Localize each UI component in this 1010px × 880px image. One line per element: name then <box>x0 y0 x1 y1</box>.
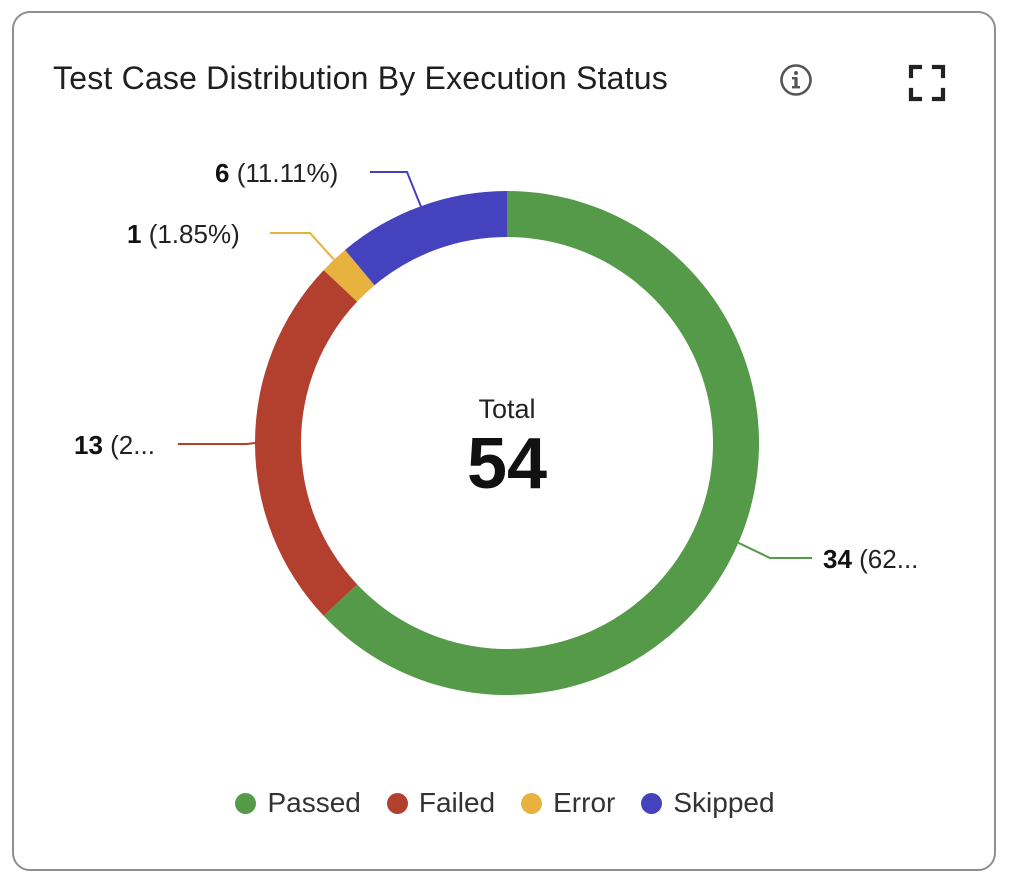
data-label-passed: 34 (62... <box>823 544 918 574</box>
data-label-skipped: 6 (11.11%) <box>215 158 338 188</box>
slice-error[interactable] <box>323 249 375 302</box>
legend-label-error: Error <box>553 787 616 818</box>
legend-swatch-passed <box>235 792 257 814</box>
slice-failed[interactable] <box>254 270 358 616</box>
slice-skipped[interactable] <box>345 191 507 286</box>
slice-passed[interactable] <box>323 191 759 695</box>
legend-swatch-skipped <box>641 792 663 814</box>
chart-title: Test Case Distribution By Execution Stat… <box>53 60 668 96</box>
chart-legend: Passed Failed Error Skipped <box>0 787 1010 819</box>
legend-item-skipped[interactable]: Skipped <box>641 787 775 819</box>
legend-swatch-error <box>521 792 543 814</box>
data-label-failed: 13 (2... <box>74 430 155 460</box>
legend-item-failed[interactable]: Failed <box>386 787 496 819</box>
info-icon[interactable] <box>779 63 813 97</box>
data-label-error: 1 (1.85%) <box>127 219 240 249</box>
center-label: Total <box>478 394 535 424</box>
chart-card <box>12 11 996 871</box>
legend-item-passed[interactable]: Passed <box>235 787 361 819</box>
leader-line-error <box>270 232 335 261</box>
leader-line-failed <box>178 442 256 445</box>
legend-label-passed: Passed <box>267 787 361 818</box>
legend-label-failed: Failed <box>418 787 496 818</box>
legend-label-skipped: Skipped <box>673 787 775 818</box>
leader-line-passed <box>737 541 812 559</box>
center-value: 54 <box>467 424 547 504</box>
leader-line-skipped <box>370 171 422 207</box>
expand-icon[interactable] <box>908 64 946 102</box>
legend-swatch-failed <box>386 792 408 814</box>
legend-item-error[interactable]: Error <box>521 787 615 819</box>
